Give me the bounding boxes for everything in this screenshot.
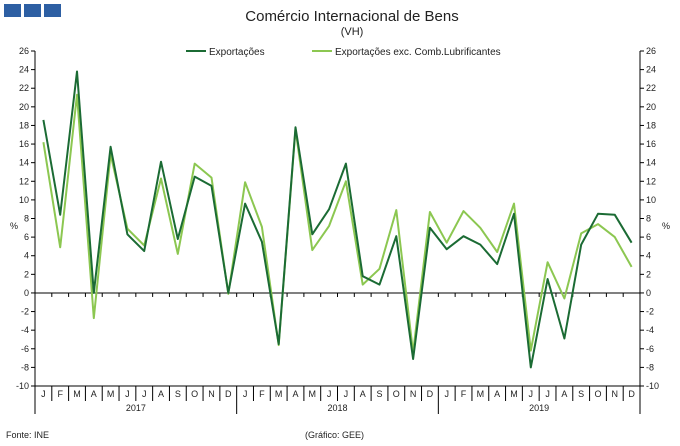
month-label: N (208, 389, 215, 399)
y-tick-label-left: 12 (19, 176, 29, 186)
y-tick-label-left: 0 (24, 288, 29, 298)
y-tick-label-left: -8 (21, 362, 29, 372)
logo-block (24, 4, 41, 17)
y-tick-label-right: 12 (646, 176, 656, 186)
y-tick-label-left: 14 (19, 158, 29, 168)
year-label: 2017 (126, 403, 146, 413)
logo-block (4, 4, 21, 17)
month-label: A (158, 389, 164, 399)
month-label: N (612, 389, 619, 399)
y-tick-label-right: -4 (646, 325, 654, 335)
month-label: S (175, 389, 181, 399)
month-label: F (259, 389, 265, 399)
y-tick-label-right: 2 (646, 269, 651, 279)
month-label: J (344, 389, 349, 399)
y-tick-label-left: -6 (21, 344, 29, 354)
month-label: A (292, 389, 298, 399)
y-tick-label-right: -10 (646, 381, 659, 391)
y-axis-label-right: % (662, 221, 670, 231)
y-tick-label-left: 10 (19, 195, 29, 205)
month-label: J (529, 389, 534, 399)
y-tick-label-left: 18 (19, 120, 29, 130)
month-label: D (225, 389, 232, 399)
y-tick-label-right: -6 (646, 344, 654, 354)
month-label: A (91, 389, 97, 399)
legend-label-exports: Exportações (209, 47, 265, 58)
year-label: 2018 (327, 403, 347, 413)
month-label: F (57, 389, 63, 399)
y-tick-label-right: 10 (646, 195, 656, 205)
logo-block (44, 4, 61, 17)
y-tick-label-right: 14 (646, 158, 656, 168)
month-label: J (125, 389, 130, 399)
y-tick-label-left: 4 (24, 251, 29, 261)
month-label: M (477, 389, 485, 399)
month-label: D (628, 389, 635, 399)
month-label: M (275, 389, 283, 399)
y-tick-label-left: 2 (24, 269, 29, 279)
y-tick-label-left: -2 (21, 307, 29, 317)
month-label: D (427, 389, 434, 399)
month-label: N (410, 389, 417, 399)
series-line-exports (42, 70, 633, 369)
y-tick-label-right: 6 (646, 232, 651, 242)
y-tick-label-left: -4 (21, 325, 29, 335)
y-tick-label-left: 16 (19, 139, 29, 149)
y-tick-label-left: 6 (24, 232, 29, 242)
y-tick-label-right: 16 (646, 139, 656, 149)
y-tick-label-left: -10 (16, 381, 29, 391)
month-label: A (561, 389, 567, 399)
month-label: O (594, 389, 601, 399)
month-label: M (309, 389, 317, 399)
y-tick-label-left: 26 (19, 46, 29, 56)
month-label: A (494, 389, 500, 399)
month-label: J (243, 389, 248, 399)
chart-subtitle: (VH) (341, 26, 364, 38)
month-label: J (41, 389, 46, 399)
y-tick-label-right: -2 (646, 307, 654, 317)
y-tick-label-left: 24 (19, 65, 29, 75)
y-tick-label-right: 8 (646, 214, 651, 224)
month-label: S (377, 389, 383, 399)
month-label: M (73, 389, 81, 399)
y-tick-label-left: 20 (19, 102, 29, 112)
y-tick-label-right: 22 (646, 83, 656, 93)
month-label: J (444, 389, 449, 399)
y-tick-label-left: 22 (19, 83, 29, 93)
y-tick-label-right: 26 (646, 46, 656, 56)
month-label: O (393, 389, 400, 399)
month-label: S (578, 389, 584, 399)
source-note: Fonte: INE (6, 430, 49, 440)
y-tick-label-left: 8 (24, 214, 29, 224)
month-label: F (461, 389, 467, 399)
year-label: 2019 (529, 403, 549, 413)
chart-credit: (Gráfico: GEE) (305, 430, 364, 440)
chart-title: Comércio Internacional de Bens (245, 8, 458, 25)
month-label: J (327, 389, 332, 399)
y-tick-label-right: 24 (646, 65, 656, 75)
month-label: A (360, 389, 366, 399)
y-axis-label-left: % (10, 221, 18, 231)
month-label: J (142, 389, 147, 399)
y-tick-label-right: 0 (646, 288, 651, 298)
month-label: M (510, 389, 518, 399)
y-tick-label-right: -8 (646, 362, 654, 372)
logo (4, 4, 61, 17)
month-label: M (107, 389, 115, 399)
series-line-exports-exc-fuel (42, 93, 633, 354)
y-tick-label-right: 20 (646, 102, 656, 112)
month-label: O (191, 389, 198, 399)
y-tick-label-right: 4 (646, 251, 651, 261)
month-label: J (545, 389, 550, 399)
legend-label-exports-exc-fuel: Exportações exc. Comb.Lubrificantes (335, 47, 501, 58)
y-tick-label-right: 18 (646, 120, 656, 130)
